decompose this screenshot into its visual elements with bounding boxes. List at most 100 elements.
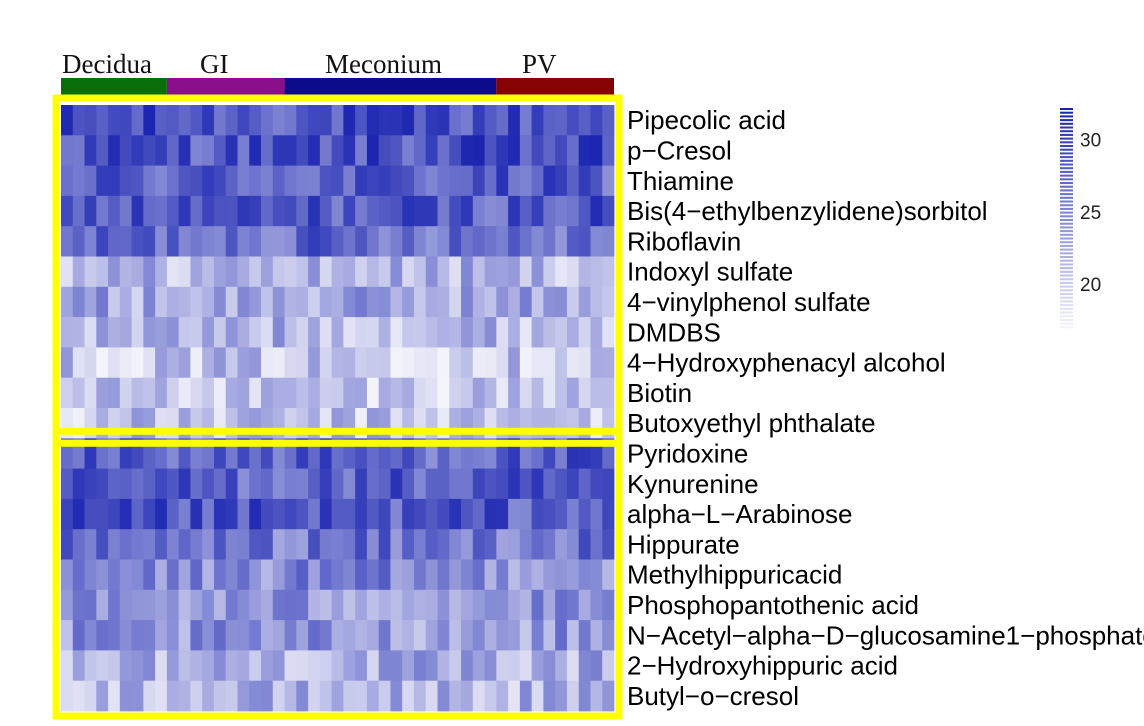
heatmap-cell: [155, 559, 168, 591]
heatmap-cell: [472, 256, 485, 288]
heatmap-cell: [343, 468, 356, 500]
heatmap-cell: [555, 589, 568, 621]
heatmap-cell: [496, 650, 509, 682]
heatmap-cell: [366, 256, 380, 288]
heatmap-cell: [425, 105, 438, 136]
heatmap-cell: [343, 286, 356, 318]
heatmap-cell: [555, 498, 568, 530]
legend-swatch: [1060, 200, 1073, 203]
heatmap-cell: [496, 347, 509, 379]
heatmap-cell: [437, 165, 450, 197]
heatmap-cell: [213, 226, 227, 257]
legend-swatch: [1060, 289, 1073, 292]
heatmap-cell: [108, 589, 121, 621]
legend-swatch: [1060, 259, 1073, 262]
heatmap-cell: [178, 135, 191, 166]
heatmap-cell: [531, 650, 544, 682]
legend-swatch: [1060, 108, 1073, 111]
heatmap-cell: [96, 529, 109, 560]
heatmap-cell: [249, 256, 262, 288]
heatmap-cell: [319, 650, 333, 682]
heatmap-cell: [390, 286, 403, 318]
heatmap-cell: [437, 226, 450, 257]
heatmap-cell: [108, 559, 121, 591]
heatmap-cell: [61, 559, 74, 591]
heatmap-cell: [566, 650, 580, 682]
heatmap-cell: [508, 105, 521, 136]
heatmap-cell: [590, 620, 603, 651]
heatmap-cell: [155, 347, 168, 379]
heatmap-cell: [61, 589, 74, 621]
heatmap-cell: [261, 347, 274, 379]
heatmap-cell: [131, 589, 144, 621]
heatmap-cell: [296, 135, 309, 166]
heatmap-cell: [531, 468, 544, 500]
heatmap-cell: [143, 105, 156, 136]
heatmap-cell: [461, 680, 474, 712]
heatmap-cell: [143, 347, 156, 379]
heatmap-cell: [119, 559, 132, 591]
heatmap-cell: [531, 377, 544, 409]
heatmap-cell: [602, 559, 615, 591]
heatmap-cell: [72, 105, 85, 136]
heatmap-cell: [390, 226, 403, 257]
heatmap-cell: [355, 559, 368, 591]
heatmap-cell: [96, 680, 109, 712]
heatmap-cell: [249, 195, 262, 227]
legend-tick-label: 30: [1080, 131, 1101, 152]
heatmap-cell: [484, 468, 497, 500]
heatmap-cell: [449, 347, 462, 379]
heatmap-cell: [143, 165, 156, 197]
heatmap-cell: [331, 589, 344, 621]
heatmap-cell: [166, 286, 180, 318]
heatmap-cell: [543, 498, 556, 530]
heatmap-cell: [366, 468, 380, 500]
heatmap-cell: [308, 256, 321, 288]
heatmap-cell: [131, 347, 144, 379]
heatmap-cell: [343, 498, 356, 530]
heatmap-cell: [319, 589, 333, 621]
heatmap-cell: [308, 559, 321, 591]
legend-swatch: [1060, 215, 1073, 218]
heatmap-cell: [390, 135, 403, 166]
heatmap-cell: [296, 286, 309, 318]
heatmap-cell: [590, 195, 603, 227]
heatmap-cell: [202, 105, 215, 136]
heatmap-cell: [578, 559, 591, 591]
heatmap-cell: [284, 377, 297, 409]
heatmap-cell: [437, 377, 450, 409]
heatmap-cell: [131, 226, 144, 257]
heatmap-cell: [296, 195, 309, 227]
heatmap-cell: [143, 195, 156, 227]
heatmap-cell: [319, 468, 333, 500]
heatmap-cell: [425, 195, 438, 227]
heatmap-cell: [296, 529, 309, 560]
heatmap-cell: [578, 529, 591, 560]
heatmap-cell: [272, 286, 285, 318]
heatmap-cell: [119, 468, 132, 500]
heatmap-cell: [437, 680, 450, 712]
heatmap-cell: [308, 620, 321, 651]
heatmap-cell: [225, 650, 238, 682]
heatmap-cell: [178, 317, 191, 348]
heatmap-cell: [131, 468, 144, 500]
row-label: Methylhippuricacid: [627, 560, 842, 590]
row-label: Bis(4−ethylbenzylidene)sorbitol: [627, 196, 988, 226]
heatmap-cell: [519, 377, 533, 409]
heatmap-cell: [108, 468, 121, 500]
heatmap-cell: [84, 559, 97, 591]
heatmap-cell: [437, 105, 450, 136]
heatmap-cell: [602, 468, 615, 500]
heatmap-cell: [402, 589, 415, 621]
row-label: Pyridoxine: [627, 438, 748, 468]
heatmap-cell: [461, 529, 474, 560]
heatmap-cell: [555, 135, 568, 166]
heatmap-cell: [284, 165, 297, 197]
heatmap-cell: [319, 226, 333, 257]
heatmap-cell: [402, 468, 415, 500]
group-label-decidua: Decidua: [62, 49, 152, 79]
heatmap-cell: [225, 135, 238, 166]
heatmap-cell: [319, 559, 333, 591]
heatmap-cell: [496, 195, 509, 227]
